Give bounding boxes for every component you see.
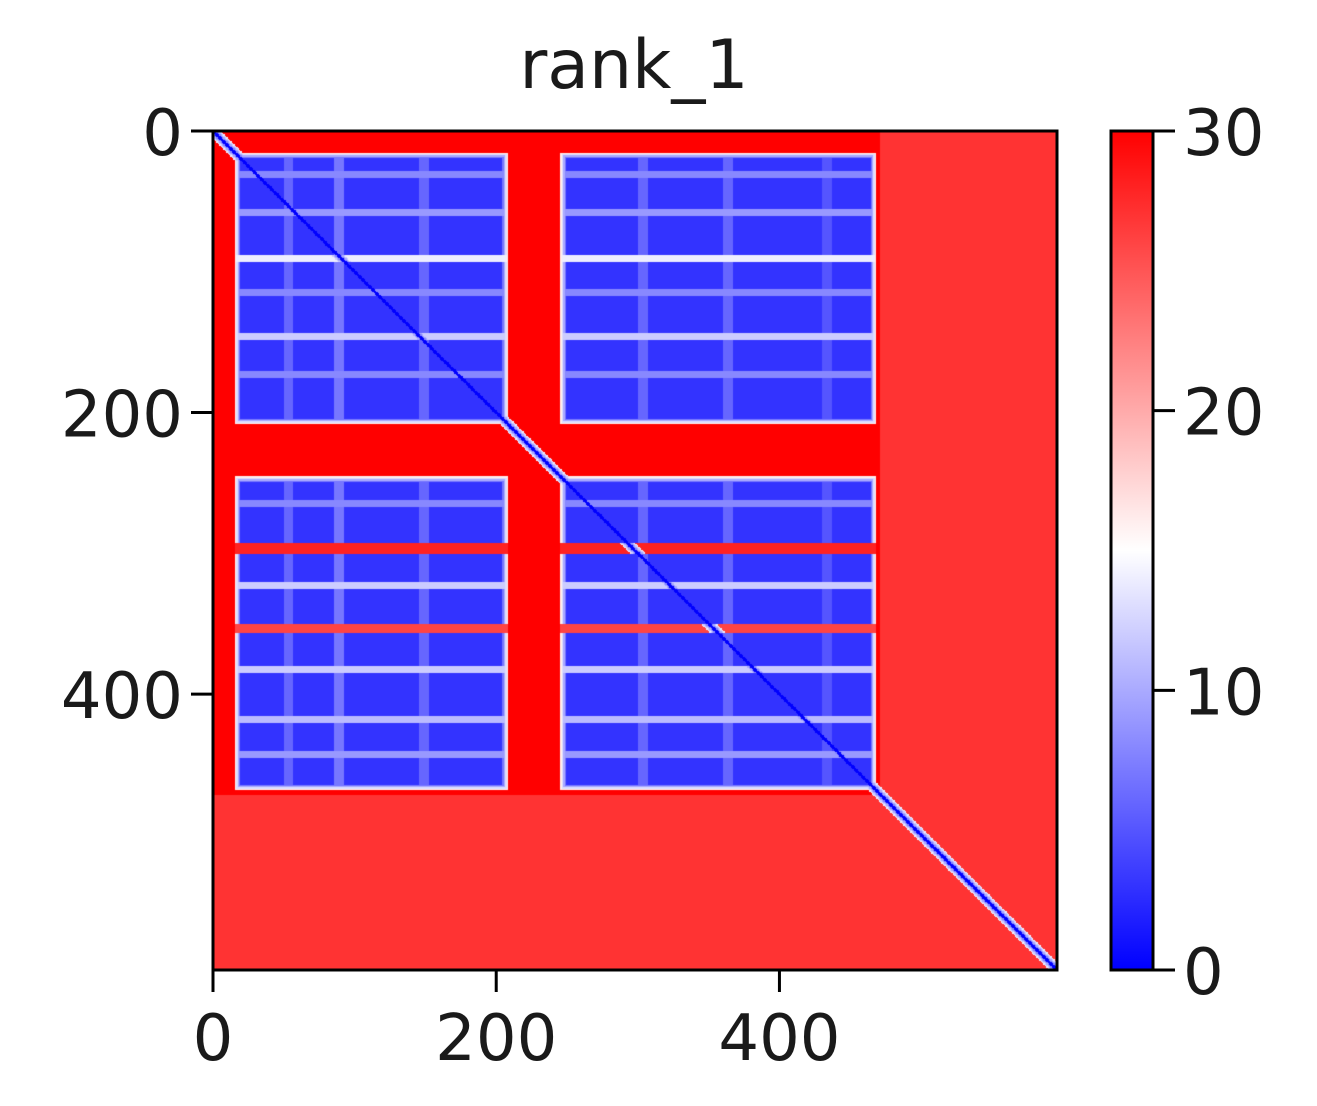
chart-title: rank_1 xyxy=(519,26,748,105)
y-axis: 0 200 400 xyxy=(61,97,213,734)
y-tick-label: 200 xyxy=(61,379,183,453)
x-tick-label: 200 xyxy=(435,1002,557,1076)
heatmap-frame xyxy=(211,129,1059,972)
x-axis: 0 200 400 xyxy=(193,970,841,1076)
colorbar-tick-label: 10 xyxy=(1183,656,1264,730)
colorbar-ticks: 0 10 20 30 xyxy=(1153,97,1264,1010)
colorbar-gradient xyxy=(1109,129,1155,972)
colorbar-tick-label: 30 xyxy=(1183,97,1264,171)
x-tick-label: 0 xyxy=(193,1002,234,1076)
y-tick-label: 0 xyxy=(142,97,183,171)
x-tick-label: 400 xyxy=(718,1002,840,1076)
heatmap-image xyxy=(213,131,1057,970)
colorbar-tick-label: 0 xyxy=(1183,936,1224,1010)
heatmap-area xyxy=(211,129,1059,972)
y-tick-label: 400 xyxy=(61,660,183,734)
colorbar: 0 10 20 30 xyxy=(1109,97,1264,1010)
colorbar-tick-label: 20 xyxy=(1183,377,1264,451)
